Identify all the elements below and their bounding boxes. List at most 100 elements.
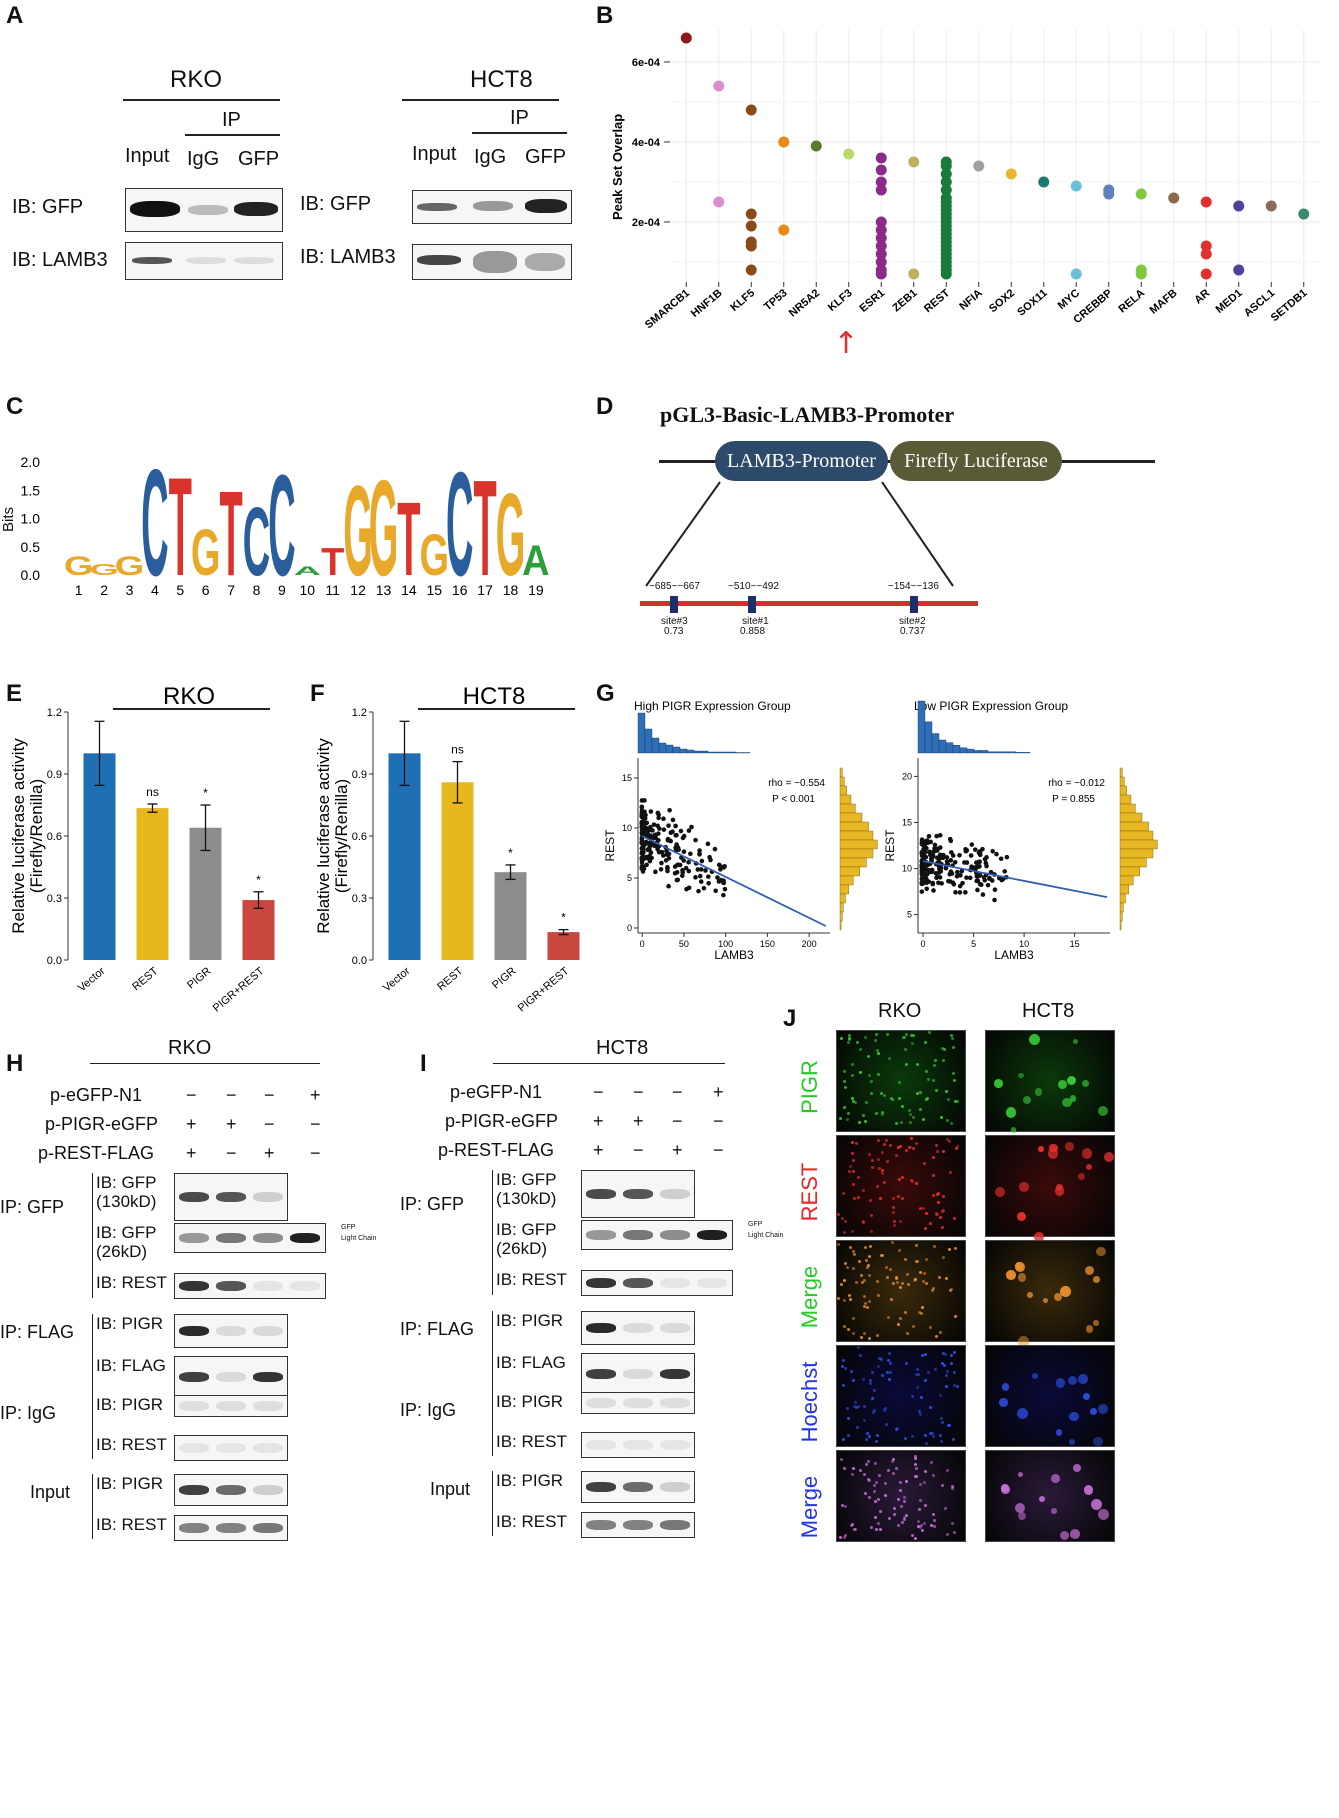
chart-g-high-point <box>675 862 681 868</box>
cell-nucleus <box>883 1406 887 1410</box>
cell-nucleus <box>898 1285 902 1289</box>
cell-nucleus <box>870 1214 874 1218</box>
chart-f-bar <box>441 782 474 960</box>
cell-nucleus <box>853 1405 857 1409</box>
chart-g-high-point <box>666 883 671 889</box>
cell-nucleus <box>893 1506 897 1510</box>
cell-nucleus <box>917 1520 921 1524</box>
chart-g-low-point <box>930 854 935 860</box>
cell-nucleus <box>1023 1096 1032 1105</box>
panel-h-band <box>179 1443 209 1453</box>
cell-nucleus <box>870 1092 874 1096</box>
panel-i-band <box>660 1278 690 1288</box>
panel-h-ip-gfp: IP: GFP <box>0 1197 65 1217</box>
panel-h-band <box>253 1192 283 1202</box>
panel-i-band <box>586 1398 616 1408</box>
cell-nucleus <box>901 1282 905 1286</box>
panel-h-blot <box>174 1314 288 1348</box>
chart-e-bar <box>83 753 116 960</box>
chart-f-ylabel: Relative luciferase activity <box>314 738 333 934</box>
chart-g-high-point <box>720 879 726 885</box>
panel-i-band <box>586 1189 616 1199</box>
cell-nucleus <box>1057 1080 1067 1090</box>
chart-g-high-marginal-y-bar <box>839 839 878 850</box>
panel-label-h: H <box>6 1050 24 1077</box>
cell-nucleus <box>939 1416 943 1420</box>
chart-g-high-point <box>641 818 646 824</box>
cell-nucleus <box>911 1324 915 1328</box>
chart-g-high-point <box>661 827 667 832</box>
motif-letter: G <box>369 452 399 605</box>
cell-nucleus <box>903 1036 907 1040</box>
cell-nucleus <box>885 1139 889 1143</box>
chart-g-low-point <box>957 883 963 889</box>
chart-b-point <box>1200 240 1212 252</box>
chart-g-high-point <box>666 851 672 857</box>
cell-nucleus <box>873 1500 877 1504</box>
cell-nucleus <box>848 1293 852 1297</box>
chart-g-low-marginal-y-bar <box>1119 920 1122 931</box>
chart-g-low-marginal-y-bar <box>1119 884 1130 895</box>
igg-label: IgG <box>187 148 220 170</box>
chart-g-high-point <box>655 810 661 816</box>
chart-g-low-point <box>919 889 925 894</box>
cell-nucleus <box>840 1217 844 1221</box>
panel-h-section-label: IP: IgG <box>0 1403 57 1423</box>
chart-f-xtick: PIGR <box>490 965 518 992</box>
cell-nucleus <box>843 1105 847 1109</box>
chart-g-high-marginal-y-bar <box>839 857 867 868</box>
cell-nucleus <box>893 1512 897 1516</box>
chart-e-ytick: 1.2 <box>47 707 62 719</box>
chart-g-low-point <box>930 880 936 886</box>
cell-nucleus <box>915 1373 919 1377</box>
cell-nucleus <box>928 1031 932 1035</box>
cell-nucleus <box>887 1468 891 1472</box>
chart-g-low-marginal-y-bar <box>1119 785 1127 796</box>
cell-nucleus <box>1103 1151 1114 1162</box>
motif-ytick: 1.0 <box>21 511 41 527</box>
cell-nucleus <box>919 1523 923 1527</box>
chart-g-low-ytick: 5 <box>907 910 912 920</box>
cell-nucleus <box>930 1460 934 1464</box>
chart-b-xtick: NR5A2 <box>787 287 822 319</box>
cell-nucleus <box>1097 1105 1109 1117</box>
cell-nucleus <box>934 1367 938 1371</box>
chart-g-high-point <box>647 854 652 860</box>
cell-nucleus <box>875 1185 879 1189</box>
cell-nucleus <box>850 1370 854 1374</box>
panel-h-band <box>179 1523 209 1533</box>
chart-g-low-marginal-x-bar <box>973 750 982 754</box>
chart-g-high-marginal-x-bar <box>728 751 737 754</box>
panel-i-band <box>623 1278 653 1288</box>
chart-b-point <box>940 268 952 280</box>
panel-h-blot <box>174 1515 288 1541</box>
motif-position-tick: 16 <box>452 582 468 598</box>
chart-b-point <box>1038 176 1050 188</box>
cell-nucleus <box>886 1276 890 1280</box>
panel-j-row-label: PIGR <box>797 1060 822 1114</box>
chart-g-low-point <box>949 871 955 876</box>
cell-nucleus <box>867 1336 871 1340</box>
cell-nucleus <box>912 1115 916 1119</box>
cell-nucleus <box>925 1097 929 1101</box>
cell-nucleus <box>888 1143 892 1147</box>
chart-g-low-ytick: 20 <box>902 771 912 781</box>
panel-i-band <box>623 1398 653 1408</box>
chart-g-low-xlabel: LAMB3 <box>994 948 1034 962</box>
motif-position-tick: 19 <box>528 582 544 598</box>
motif-letter: T <box>473 452 496 605</box>
motif-position-tick: 17 <box>477 582 493 598</box>
cell-nucleus <box>843 1085 847 1089</box>
cell-nucleus <box>1098 1404 1108 1415</box>
chart-e-ytick: 0.9 <box>47 769 62 781</box>
blot-rko-lamb3 <box>125 242 283 280</box>
chart-g-high-point <box>693 837 698 843</box>
panel-h-blot <box>174 1356 288 1398</box>
motif-letter: G <box>420 523 450 588</box>
cell-nucleus <box>931 1173 935 1177</box>
cell-nucleus <box>945 1533 949 1537</box>
chart-e-ytick: 0.3 <box>47 893 62 905</box>
panel-i-blot <box>581 1512 695 1538</box>
cell-nucleus <box>880 1091 884 1095</box>
panel-i-band <box>660 1398 690 1408</box>
